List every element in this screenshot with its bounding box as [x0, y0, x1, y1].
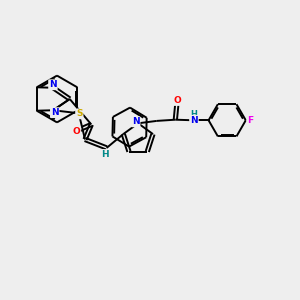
Text: O: O — [173, 96, 181, 105]
Text: N: N — [132, 117, 140, 126]
Text: H: H — [190, 110, 197, 119]
Text: N: N — [190, 116, 198, 125]
Text: S: S — [76, 109, 83, 118]
Text: H: H — [101, 150, 109, 159]
Text: N: N — [51, 108, 59, 117]
Text: N: N — [49, 80, 57, 89]
Text: F: F — [248, 116, 254, 125]
Text: O: O — [73, 127, 80, 136]
